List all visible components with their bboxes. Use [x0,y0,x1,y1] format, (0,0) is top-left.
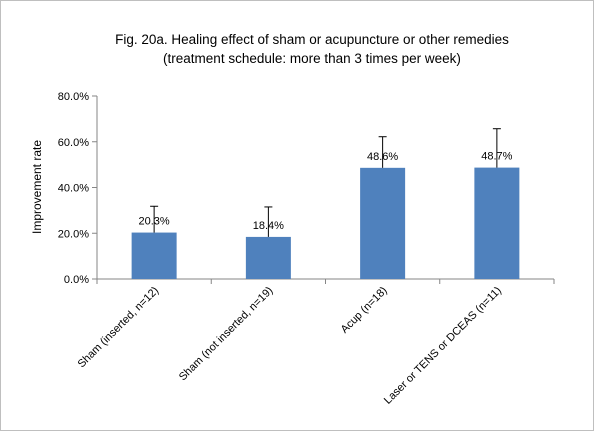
chart-title-line-1: Fig. 20a. Healing effect of sham or acup… [115,32,509,47]
y-tick-label: 60.0% [58,137,89,149]
data-label: 18.4% [253,220,284,232]
x-category-label: Laser or TENS or DCEAS (n=11) [382,285,504,407]
y-tick-label: 80.0% [58,91,89,103]
y-tick-label: 40.0% [58,183,89,195]
data-label: 20.3% [139,216,170,228]
chart-title-line-2: (treatment schedule: more than 3 times p… [163,51,461,66]
data-label: 48.6% [367,151,398,163]
bar [360,167,406,279]
y-axis-label: Improvement rate [30,140,44,234]
plot-area: 0.0% 20.0% 40.0% 60.0% 80.0% 20.3% Sham (inser… [58,91,555,407]
bar [245,236,291,279]
x-category-label: Sham (not inserted, n=19) [177,285,276,384]
x-category-label: Acup (n=18) [339,285,390,336]
x-category-label: Sham (inserted, n=12) [76,285,162,371]
y-tick-label: 0.0% [64,274,89,286]
y-tick-label: 20.0% [58,228,89,240]
bar [131,232,177,279]
bar [474,167,520,279]
data-label: 48.7% [481,151,512,163]
